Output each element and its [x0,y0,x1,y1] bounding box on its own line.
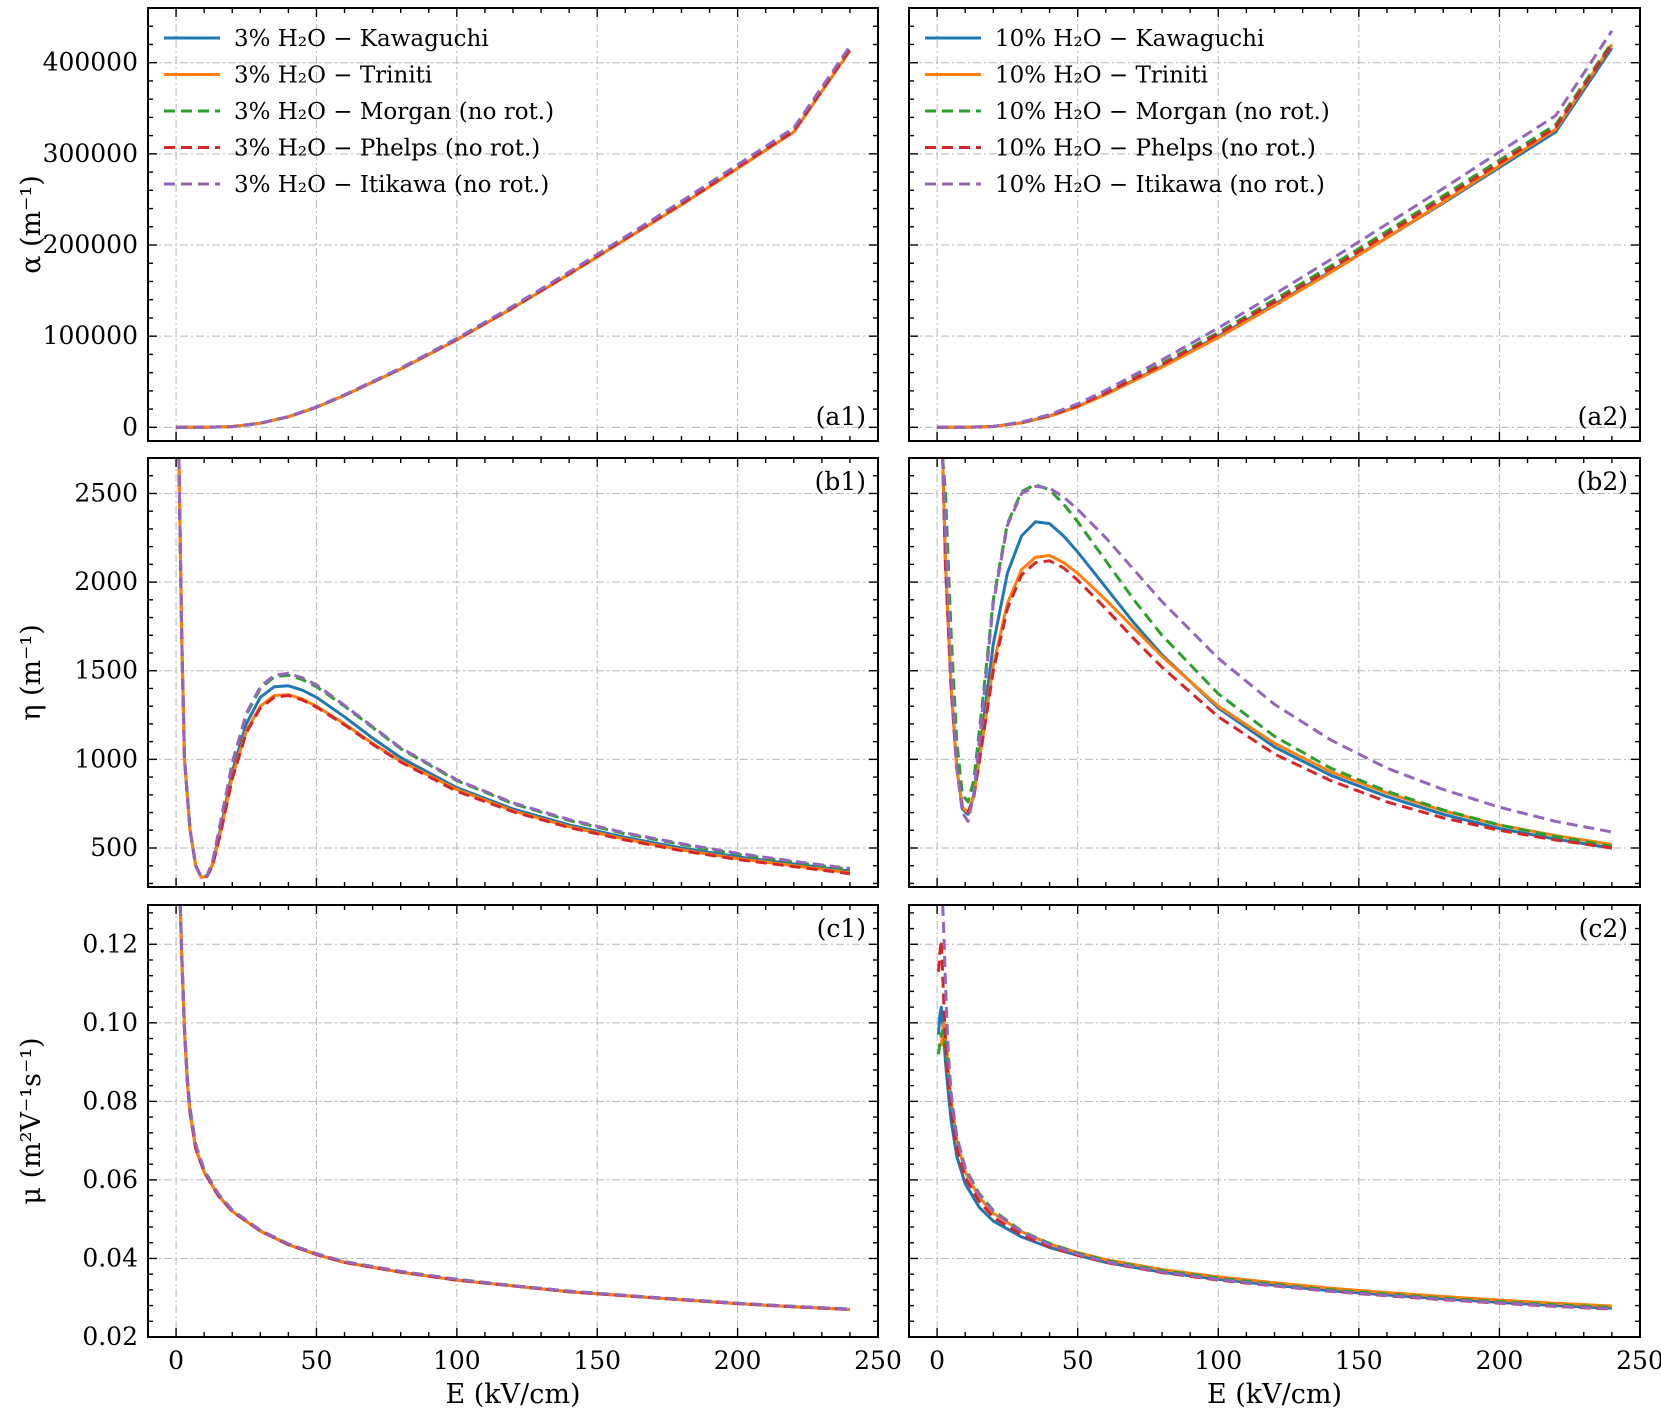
panel-b1: 500 1000 1500 2000 2500 η (m⁻¹) (b1) [16,457,879,888]
panel-c1: 0.02 0.04 0.06 0.08 0.10 0.12 μ (m²V⁻¹s⁻¹) 0 50 1… [16,904,902,1410]
legend: 10% H₂O − Kawaguchi 10% H₂O − Triniti 10% … [925,26,1330,198]
legend-entry: 10% H₂O − Phelps (no rot.) [995,136,1316,162]
y-tick-label: 0.04 [82,1243,138,1272]
y-tick-label: 100000 [43,321,138,350]
panel-tag: (a1) [816,402,866,431]
series-line-phelps [178,905,850,1311]
y-tick-label: 2500 [74,478,138,507]
series-line-triniti [178,905,850,1311]
y-axis-label: η (m⁻¹) [16,624,47,721]
series-line-kawaguchi [177,458,851,879]
legend-entry: 3% H₂O − Kawaguchi [234,26,489,52]
panel-tag: (c2) [1579,914,1628,943]
x-tick-label: 200 [714,1346,762,1375]
x-tick-label: 200 [1476,1346,1524,1375]
y-tick-label: 0 [122,412,138,441]
y-tick-label: 1000 [74,744,138,773]
series-line-phelps [937,938,1612,1311]
x-axis-label: E (kV/cm) [445,1379,580,1410]
series-line-itikawa [177,458,851,879]
legend-entry: 3% H₂O − Triniti [234,63,432,89]
legend-entry: 10% H₂O − Morgan (no rot.) [995,99,1330,125]
x-tick-label: 250 [1616,1346,1661,1375]
series-line-kawaguchi [178,905,850,1311]
series-line-itikawa [941,458,1613,834]
x-tick-label: 150 [1335,1346,1383,1375]
panel-tag: (c1) [817,914,866,943]
y-axis-label: μ (m²V⁻¹s⁻¹) [16,1037,47,1204]
series-line-itikawa [941,905,1612,1311]
y-axis-label: α (m⁻¹) [16,175,47,274]
x-tick-label: 100 [433,1346,481,1375]
y-tick-label: 300000 [43,139,138,168]
legend-entry: 3% H₂O − Morgan (no rot.) [234,99,554,125]
legend-entry: 3% H₂O − Phelps (no rot.) [234,136,540,162]
y-tick-label: 200000 [43,230,138,259]
axes-frame [147,457,879,888]
series-line-kawaguchi [941,458,1613,850]
x-tick-label: 50 [301,1346,333,1375]
axes-frame [908,904,1641,1338]
x-tick-label: 150 [573,1346,621,1375]
y-tick-label: 0.12 [82,929,138,958]
panel-c2: 0 50 100 150 200 250 E (kV/cm) (c2) [908,904,1661,1410]
series-line-kawaguchi [937,1005,1612,1310]
series-line-triniti [177,458,851,879]
series-line-morgan [177,458,851,879]
panel-tag: (b1) [815,467,866,496]
series-line-morgan [937,1029,1612,1309]
legend-entry: 3% H₂O − Itikawa (no rot.) [234,172,549,198]
y-tick-label: 0.08 [82,1086,138,1115]
series-line-phelps [941,458,1613,850]
x-tick-label: 250 [854,1346,902,1375]
y-tick-label: 400000 [43,48,138,77]
x-tick-label: 100 [1194,1346,1242,1375]
y-tick-label: 1500 [74,656,138,685]
series-line-phelps [177,458,851,879]
x-tick-label: 0 [929,1346,945,1375]
axes-frame [908,457,1641,888]
y-tick-label: 500 [90,833,138,862]
panel-b2: (b2) [908,457,1641,888]
panel-tag: (b2) [1577,467,1628,496]
y-tick-label: 0.06 [82,1165,138,1194]
series-line-morgan [941,458,1613,848]
y-tick-label: 2000 [74,567,138,596]
x-tick-label: 0 [168,1346,184,1375]
series-line-itikawa [937,29,1614,429]
y-tick-label: 0.02 [82,1322,138,1351]
x-tick-label: 50 [1062,1346,1094,1375]
panel-a2: (a2) 10% H₂O − Kawaguchi 10% H₂O − Triniti… [908,7,1641,442]
series-line-morgan [178,905,850,1311]
legend-entry: 10% H₂O − Itikawa (no rot.) [995,172,1325,198]
panel-tag: (a2) [1578,402,1628,431]
legend-entry: 10% H₂O − Kawaguchi [995,26,1264,52]
legend-entry: 10% H₂O − Triniti [995,63,1208,89]
y-tick-label: 0.10 [82,1008,138,1037]
x-axis-label: E (kV/cm) [1207,1379,1342,1410]
panel-a1: 0 100000 200000 300000 400000 α (m⁻¹) (a1) 3% H… [16,7,879,442]
axes-frame [147,904,879,1338]
series-line-triniti [939,1021,1612,1308]
series-line-itikawa [178,905,850,1311]
series-line-itikawa [176,45,852,429]
legend: 3% H₂O − Kawaguchi 3% H₂O − Triniti 3% H₂O… [164,26,554,198]
series-line-triniti [941,458,1613,846]
